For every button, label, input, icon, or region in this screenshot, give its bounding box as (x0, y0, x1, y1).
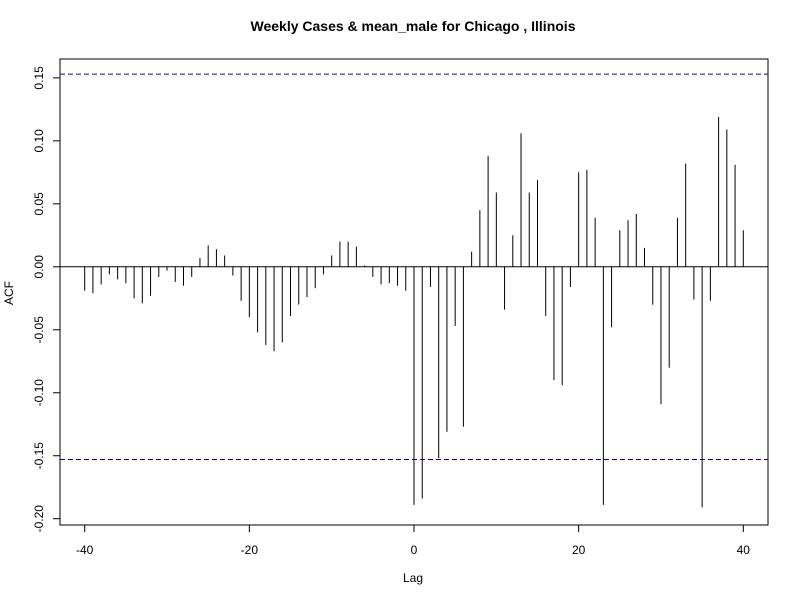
y-axis: -0.20 -0.15 -0.10 -0.05 0.00 0.05 0.10 0.15 (32, 66, 61, 533)
y-tick-label: 0.00 (32, 255, 46, 279)
x-axis-label: Lag (403, 571, 423, 585)
x-tick-label: -40 (76, 543, 94, 557)
acf-bars (84, 116, 744, 508)
y-tick-label: 0.05 (32, 192, 46, 216)
y-axis-label: ACF (2, 281, 16, 305)
y-tick-label: -0.10 (32, 379, 46, 407)
chart-title: Weekly Cases & mean_male for Chicago , I… (251, 18, 576, 34)
y-tick-label: -0.15 (32, 442, 46, 470)
x-tick-label: 0 (411, 543, 418, 557)
x-tick-label: 20 (572, 543, 586, 557)
x-tick-label: 40 (737, 543, 751, 557)
y-tick-label: -0.20 (32, 505, 46, 533)
y-tick-label: -0.05 (32, 316, 46, 344)
x-tick-label: -20 (241, 543, 259, 557)
y-tick-label: 0.10 (32, 129, 46, 153)
y-tick-label: 0.15 (32, 66, 46, 90)
x-axis: -40 -20 0 20 40 (76, 524, 751, 557)
